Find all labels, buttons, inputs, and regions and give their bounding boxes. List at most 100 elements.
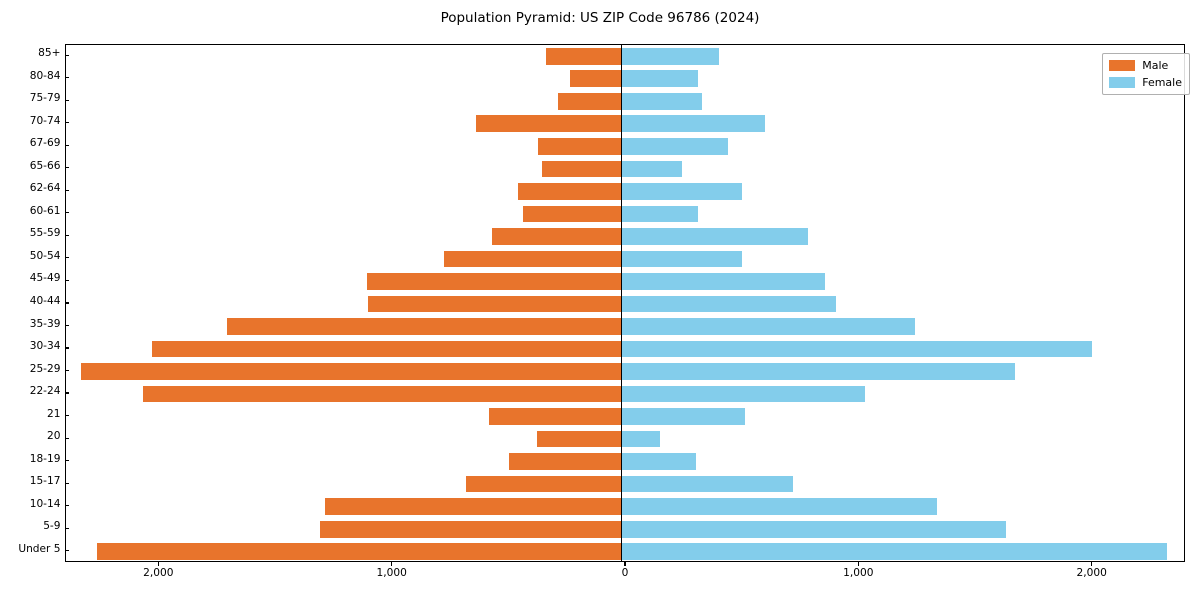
legend-swatch-male [1109, 60, 1136, 71]
y-tick-label: 62-64 [29, 182, 61, 195]
bar-row [66, 385, 1184, 403]
bar-female [621, 47, 719, 65]
bar-female [621, 250, 743, 268]
bar-male [476, 115, 622, 133]
bar-female [621, 115, 765, 133]
bar-row [66, 70, 1184, 88]
y-tick-label: 70-74 [29, 114, 61, 127]
y-tick-label: 80-84 [29, 69, 61, 82]
bars-layer [66, 45, 1184, 561]
y-tick-label: 60-61 [29, 204, 61, 217]
y-tick-label: Under 5 [18, 542, 61, 555]
bar-row [66, 250, 1184, 268]
x-tick-mark [157, 562, 159, 566]
x-tick-label: 1,000 [376, 567, 407, 579]
bar-female [621, 273, 826, 290]
bar-row [66, 138, 1184, 155]
bar-row [66, 543, 1184, 561]
y-tick-mark [65, 324, 69, 327]
bar-row [66, 430, 1184, 448]
y-tick-label: 67-69 [29, 137, 61, 150]
y-tick-mark [65, 122, 69, 124]
y-tick-mark [65, 99, 69, 101]
bar-row [66, 205, 1184, 223]
y-tick-label: 45-49 [29, 272, 61, 285]
bar-male [152, 340, 622, 358]
bar-row [66, 498, 1184, 516]
y-tick-label: 25-29 [29, 362, 61, 375]
x-tick-mark [624, 562, 626, 566]
bar-female [621, 453, 696, 470]
y-tick-label: 75-79 [29, 92, 61, 105]
y-tick-mark [65, 144, 69, 146]
x-tick-mark [1091, 562, 1093, 566]
y-tick-label: 40-44 [29, 295, 61, 307]
bar-female [621, 160, 682, 178]
bar-male [509, 453, 622, 470]
x-tick-label: 2,000 [1076, 567, 1107, 579]
bar-female [621, 520, 1006, 538]
y-tick-label: 10-14 [29, 497, 61, 510]
y-tick-mark [65, 392, 69, 394]
y-tick-label: 15-17 [29, 475, 61, 488]
bar-row [66, 47, 1184, 65]
legend-label-female: Female [1142, 76, 1182, 89]
y-tick-mark [65, 279, 69, 281]
bar-row [66, 408, 1184, 425]
x-tick-label: 0 [621, 567, 629, 579]
bar-row [66, 295, 1184, 313]
y-tick-mark [65, 482, 69, 484]
bar-male [97, 543, 622, 561]
bar-male [80, 363, 622, 380]
bar-row [66, 115, 1184, 133]
y-tick-label: 50-54 [29, 249, 61, 262]
y-tick-label: 30-34 [29, 340, 61, 353]
bar-female [621, 70, 698, 88]
bar-female [621, 183, 743, 200]
bar-row [66, 183, 1184, 200]
bar-row [66, 475, 1184, 493]
bar-male [443, 250, 622, 268]
y-tick-mark [65, 302, 69, 304]
bar-row [66, 273, 1184, 290]
y-tick-label: 20 [47, 430, 61, 443]
y-tick-mark [65, 437, 69, 439]
bar-male [546, 47, 622, 65]
bar-male [491, 228, 622, 245]
y-tick-label: 35-39 [29, 317, 61, 330]
bar-male [367, 295, 622, 313]
y-tick-mark [65, 189, 69, 191]
x-tick-mark [857, 562, 859, 566]
bar-male [558, 92, 622, 110]
bar-row [66, 160, 1184, 178]
y-tick-mark [65, 77, 69, 79]
legend-swatch-female [1109, 77, 1136, 88]
bar-male [366, 273, 622, 290]
bar-male [541, 160, 622, 178]
zero-axis-line [621, 45, 623, 561]
y-tick-mark [65, 54, 69, 56]
bar-row [66, 340, 1184, 358]
bar-female [621, 475, 793, 493]
y-tick-label: 18-19 [29, 452, 61, 465]
legend-label-male: Male [1142, 59, 1169, 72]
bar-female [621, 228, 808, 245]
bar-male [142, 385, 622, 403]
bar-male [226, 318, 622, 335]
y-tick-mark [65, 347, 69, 349]
y-tick-mark [65, 212, 69, 214]
bar-male [537, 430, 622, 448]
y-tick-label: 65-66 [29, 159, 61, 172]
bar-male [465, 475, 622, 493]
y-tick-mark [65, 550, 69, 552]
y-tick-label: 22-24 [29, 385, 61, 398]
bar-male [324, 498, 622, 516]
y-tick-label: 85+ [38, 47, 61, 60]
chart-legend: Male Female [1102, 53, 1190, 95]
bar-row [66, 520, 1184, 538]
bar-row [66, 228, 1184, 245]
bar-male [538, 138, 622, 155]
bar-female [621, 385, 865, 403]
bar-row [66, 363, 1184, 380]
